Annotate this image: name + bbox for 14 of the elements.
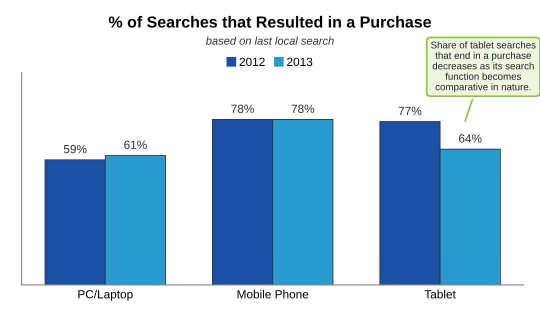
data-label: 61% xyxy=(124,140,147,150)
data-label: 78% xyxy=(292,104,314,113)
data-label: 59% xyxy=(64,144,87,154)
legend-label: 2013 xyxy=(287,58,312,66)
x-tick-label: Mobile Phone xyxy=(238,290,308,298)
data-label: 78% xyxy=(231,104,254,113)
data-label: 64% xyxy=(459,134,482,143)
x-tick-label: Tablet xyxy=(424,290,456,298)
legend-label: 2012 xyxy=(240,58,265,66)
chart-subtitle: based on last local search xyxy=(206,36,334,45)
x-tick-label: PC/Laptop xyxy=(78,290,133,301)
data-label: 77% xyxy=(398,106,422,116)
chart-title: % of Searches that Resulted in a Purchase xyxy=(108,16,432,28)
annotation: Share of tablet searches that end in a purchase decreases as its search function becomes comparative in nature. xyxy=(431,41,536,92)
